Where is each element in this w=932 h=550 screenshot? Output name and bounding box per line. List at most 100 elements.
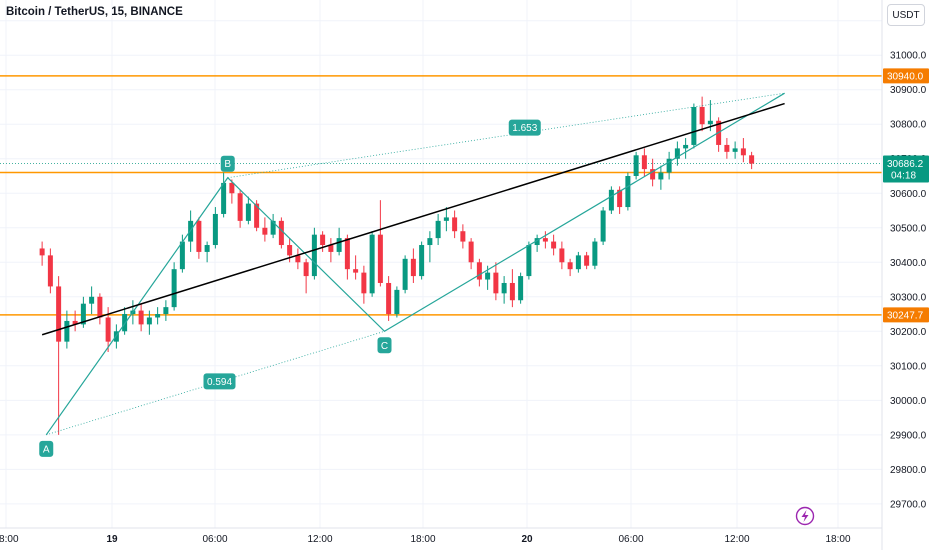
candle-body xyxy=(97,296,103,318)
level-price-label[interactable]: 30940.0 xyxy=(887,71,924,82)
candle-body xyxy=(443,217,449,221)
candle-body xyxy=(650,169,656,180)
current-price-label[interactable]: 30686.2 xyxy=(887,159,924,170)
candle-body xyxy=(254,203,260,228)
candle-body xyxy=(567,262,573,270)
candle-body xyxy=(89,296,95,304)
level-price-label-bg[interactable] xyxy=(883,307,929,323)
candle-body xyxy=(691,106,697,145)
candle-body xyxy=(171,269,177,308)
candle-body xyxy=(386,282,392,315)
candle-body xyxy=(229,182,235,194)
level-price-label[interactable]: 30247.7 xyxy=(887,310,924,321)
candle-body xyxy=(311,234,317,277)
ratio-label-bg[interactable] xyxy=(508,119,541,136)
candle-body xyxy=(575,255,581,270)
horizontal-levels[interactable] xyxy=(0,75,882,316)
point-label-b-bg[interactable] xyxy=(220,155,235,172)
candle-body xyxy=(64,320,70,342)
ratio-label[interactable]: 0.594 xyxy=(207,377,232,388)
pattern-path[interactable] xyxy=(45,92,785,436)
candle-body xyxy=(551,241,557,249)
candle-body xyxy=(369,234,375,294)
candle-body xyxy=(270,220,276,235)
candle-body xyxy=(468,241,474,263)
currency-button[interactable]: USDT xyxy=(887,4,925,26)
candle-body xyxy=(683,144,689,149)
candle-body xyxy=(353,269,359,273)
time-tick-label: 18:00 xyxy=(410,534,435,545)
point-label-c-bg[interactable] xyxy=(377,337,392,354)
time-axis[interactable]: 18:00 19 06:00 12:00 18:00 20 06:00 12:00 18:00 xyxy=(0,527,882,545)
time-tick-label: 19 xyxy=(106,534,118,545)
candle-body xyxy=(303,262,309,277)
candle-body xyxy=(674,148,680,159)
symbol-title: Bitcoin / TetherUS, 15, BINANCE xyxy=(6,6,183,18)
candle-body xyxy=(361,272,367,294)
time-tick-label: 12:00 xyxy=(307,534,332,545)
time-tick-label: 18:00 xyxy=(825,534,850,545)
level-price-label-bg[interactable] xyxy=(883,68,929,84)
price-tick-label: 30300.0 xyxy=(890,292,927,303)
candle-body xyxy=(749,155,755,164)
candle-body xyxy=(278,220,284,246)
candle-body xyxy=(724,144,730,152)
point-label-b[interactable]: B xyxy=(224,159,231,170)
candle-body xyxy=(295,255,301,263)
candle-body xyxy=(485,272,491,280)
candle-body xyxy=(699,106,705,125)
candle-body xyxy=(105,317,111,342)
ratio-label-bg[interactable] xyxy=(203,373,236,390)
candle-body xyxy=(39,248,45,256)
candle-body xyxy=(559,248,565,263)
price-tick-label: 30100.0 xyxy=(890,361,927,372)
price-tick-label: 29900.0 xyxy=(890,430,927,441)
candle-body xyxy=(179,241,185,270)
candle-body xyxy=(666,158,672,173)
candle-body xyxy=(155,314,161,318)
point-label-c[interactable]: C xyxy=(381,341,388,352)
candle-body xyxy=(732,148,738,152)
price-tick-label: 30400.0 xyxy=(890,258,927,269)
candle-body xyxy=(163,307,169,315)
candle-body xyxy=(262,227,268,235)
candle-body xyxy=(138,310,144,325)
lightning-icon[interactable] xyxy=(795,506,815,526)
candle-body xyxy=(633,155,639,176)
price-tick-label: 29800.0 xyxy=(890,465,927,476)
candle-body xyxy=(80,303,86,325)
price-tick-label: 31000.0 xyxy=(890,51,927,62)
candle-body xyxy=(584,255,590,266)
ratio-line-bd xyxy=(227,92,785,179)
price-tick-label: 30800.0 xyxy=(890,120,927,131)
candle-body xyxy=(641,155,647,170)
candle-body xyxy=(328,245,334,252)
candle-body xyxy=(460,231,466,242)
lightning-icon-bolt[interactable] xyxy=(801,510,809,522)
candle-body xyxy=(419,245,425,277)
trend-line-segment[interactable] xyxy=(41,102,785,336)
current-price-label-bg[interactable] xyxy=(883,155,929,183)
ratio-label[interactable]: 1.653 xyxy=(512,123,537,134)
candlesticks xyxy=(39,96,755,435)
candle-body xyxy=(47,255,53,287)
candle-body xyxy=(476,262,482,280)
candle-body xyxy=(493,272,499,294)
time-tick-label: 18:00 xyxy=(0,534,19,545)
candle-body xyxy=(452,217,458,232)
point-label-a[interactable]: A xyxy=(43,444,50,455)
candle-body xyxy=(707,120,713,125)
pattern-drawing[interactable]: B A C 0.594 1.653 xyxy=(39,92,785,457)
price-axis[interactable]: 29700.0 29800.0 29900.0 30000.0 30100.0 30200… xyxy=(881,0,932,550)
candle-body xyxy=(204,245,210,252)
trend-line[interactable] xyxy=(41,102,785,336)
point-label-a-bg[interactable] xyxy=(39,440,54,457)
price-tick-label: 30200.0 xyxy=(890,327,927,338)
candle-body xyxy=(608,189,614,211)
price-tick-label: 30000.0 xyxy=(890,396,927,407)
candle-body xyxy=(377,234,383,283)
candle-body xyxy=(625,176,631,208)
candle-body xyxy=(146,317,152,325)
candle-body xyxy=(592,241,598,266)
